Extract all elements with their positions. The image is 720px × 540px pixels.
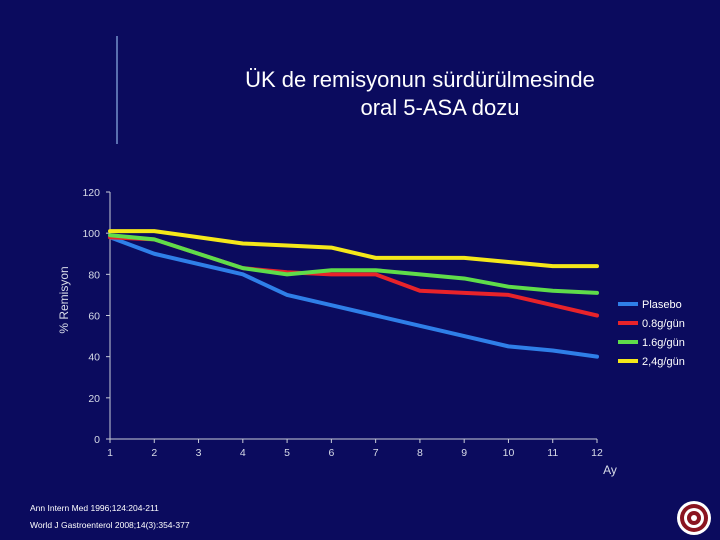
x-tick-label: 1 [107,447,113,459]
y-tick-label: 40 [88,352,100,364]
x-tick-label: 3 [196,447,202,459]
y-axis-label: % Remisyon [57,266,71,333]
y-tick-label: 0 [94,434,100,446]
reference-2: World J Gastroenterol 2008;14(3):354-377 [30,520,190,530]
x-tick-label: 2 [151,447,157,459]
references: Ann Intern Med 1996;124:204-211 World J … [30,500,190,534]
y-tick-label: 80 [88,269,100,281]
x-tick-label: 9 [461,447,467,459]
university-seal-logo [677,501,711,535]
x-tick-label: 10 [503,447,515,459]
decorative-divider [116,36,118,144]
y-tick-label: 100 [82,228,100,240]
x-tick-label: 5 [284,447,290,459]
series-line-4 [108,229,599,269]
series-line-1 [108,235,599,359]
legend-label: 0.8g/gün [642,318,685,330]
y-tick-label: 120 [82,187,100,199]
legend-label: 2,4g/gün [642,356,685,368]
y-tick-label: 60 [88,311,100,323]
chart-series [108,229,599,359]
legend-label: 1.6g/gün [642,337,685,349]
title-line-2: oral 5-ASA dozu [360,95,520,120]
y-tick-label: 20 [88,393,100,405]
x-axis-label: Ay [603,463,617,477]
x-tick-label: 12 [591,447,603,459]
legend-label: Plasebo [642,299,682,311]
slide-title: ÜK de remisyonun sürdürülmesinde oral 5-… [150,66,650,122]
title-line-1: ÜK de remisyonun sürdürülmesinde [245,67,595,92]
series-line-3 [108,233,599,295]
reference-1: Ann Intern Med 1996;124:204-211 [30,503,159,513]
x-tick-label: 8 [417,447,423,459]
x-tick-label: 6 [328,447,334,459]
x-tick-label: 4 [240,447,246,459]
x-tick-label: 7 [373,447,379,459]
x-tick-label: 11 [547,447,558,459]
chart-legend: Plasebo 0.8g/gün 1.6g/gün 2,4g/gün [618,299,685,368]
